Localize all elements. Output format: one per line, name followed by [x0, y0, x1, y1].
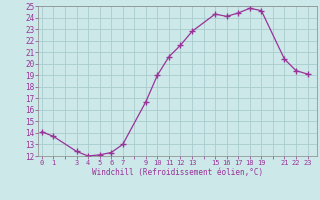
X-axis label: Windchill (Refroidissement éolien,°C): Windchill (Refroidissement éolien,°C)	[92, 168, 263, 177]
